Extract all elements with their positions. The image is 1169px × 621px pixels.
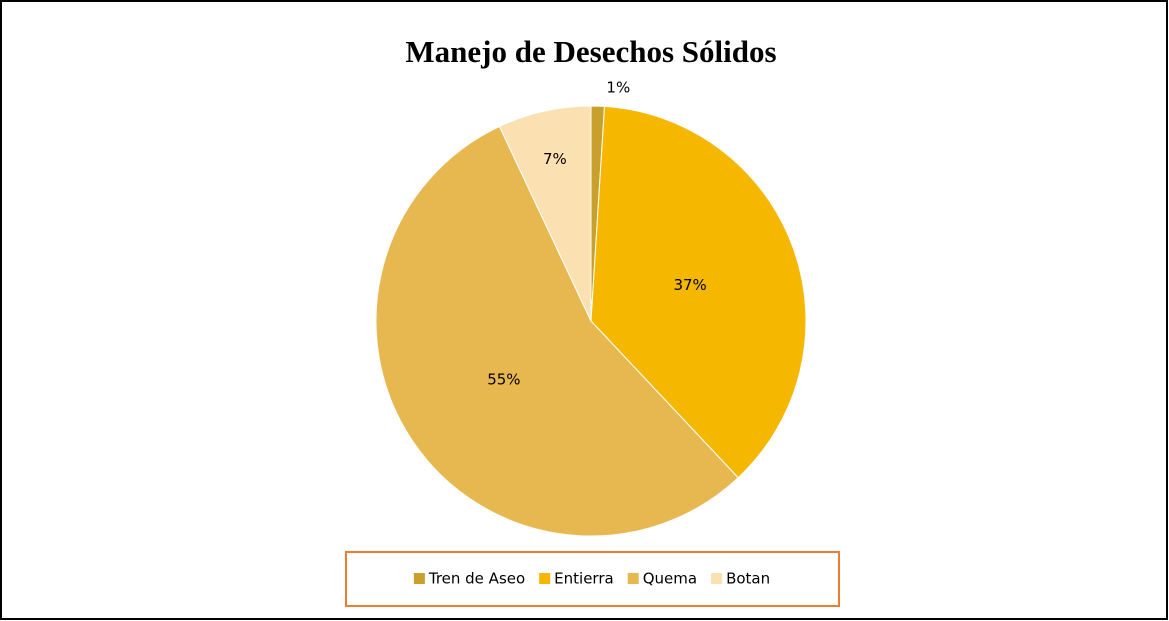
data-label: 37% [673, 276, 706, 294]
legend-label: Botan [726, 570, 770, 588]
pie-slice [375, 125, 739, 537]
legend-label: Tren de Aseo [428, 570, 525, 588]
legend-swatch [711, 573, 723, 584]
legend-swatch [539, 573, 551, 584]
legend-label: Entierra [554, 570, 614, 588]
data-label: 55% [487, 371, 520, 389]
data-label: 7% [543, 150, 567, 168]
pie-slice [590, 105, 807, 479]
legend-swatch [627, 573, 639, 584]
chart-title: Manejo de Desechos Sólidos [405, 34, 776, 69]
legend-label: Quema [643, 570, 697, 588]
data-label: 1% [606, 79, 630, 97]
pie-slice [498, 105, 592, 322]
legend-swatch [413, 573, 425, 584]
legend-box [345, 551, 840, 607]
